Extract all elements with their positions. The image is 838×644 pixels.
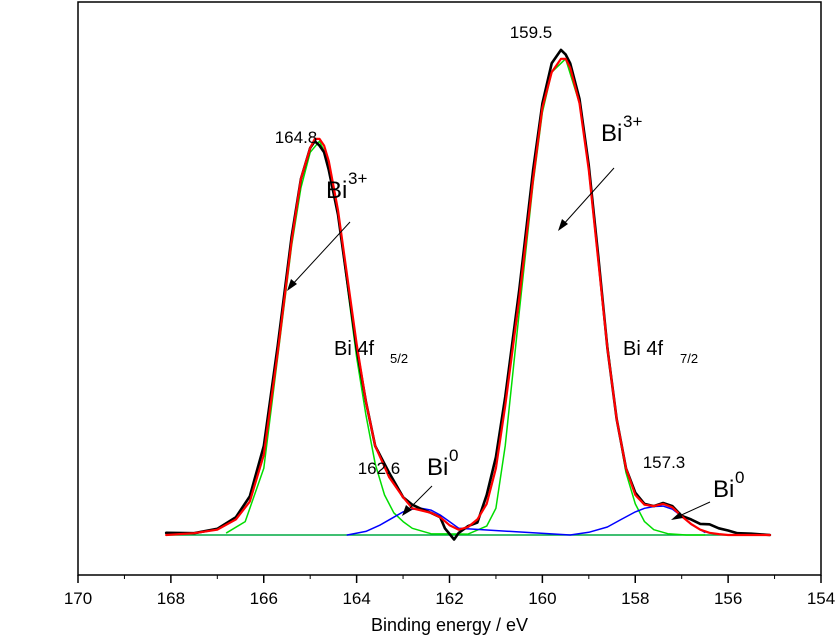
x-axis-ticks: [77, 575, 822, 583]
svg-text:7/2: 7/2: [680, 351, 698, 366]
svg-text:3+: 3+: [348, 169, 367, 188]
series-line-bi0-components: [346, 505, 706, 536]
x-tick-label: 162: [435, 589, 463, 608]
bi3-left-label: Bi 3+: [326, 169, 367, 204]
svg-text:5/2: 5/2: [390, 351, 408, 366]
x-axis-title: Binding energy / eV: [371, 615, 528, 635]
arrow-bi3-right: [558, 167, 615, 231]
peak-label-157-3: 157.3: [643, 453, 686, 472]
bi-4f52-label: Bi 4f 5/2: [334, 338, 408, 366]
arrow-bi3-left: [287, 221, 351, 291]
series-line-envelope: [165, 57, 771, 537]
peak-label-159-5: 159.5: [510, 23, 553, 42]
x-tick-label: 164: [342, 589, 370, 608]
x-tick-label: 158: [621, 589, 649, 608]
svg-text:0: 0: [449, 446, 458, 465]
bi3-right-label: Bi 3+: [601, 112, 642, 147]
peak-label-162-6: 162.6: [358, 459, 401, 478]
bi0-left-label: Bi 0: [427, 446, 458, 481]
x-tick-label: 166: [250, 589, 278, 608]
peak-label-164-8: 164.8: [275, 128, 318, 147]
svg-text:Bi: Bi: [713, 476, 734, 503]
x-tick-label: 156: [714, 589, 742, 608]
plot-frame: [77, 1, 822, 576]
x-tick-label: 160: [528, 589, 556, 608]
x-tick-label: 168: [157, 589, 185, 608]
spectrum-curves: [164, 48, 772, 541]
svg-text:Bi: Bi: [326, 177, 347, 204]
svg-text:Bi 4f: Bi 4f: [623, 338, 663, 360]
svg-text:0: 0: [735, 468, 744, 487]
svg-text:3+: 3+: [623, 112, 642, 131]
svg-text:Bi 4f: Bi 4f: [334, 338, 374, 360]
x-axis-tick-labels: 170 168 166 164 162 160 158 156 154: [64, 589, 835, 608]
arrow-bi0-right: [671, 501, 711, 520]
svg-text:Bi: Bi: [601, 120, 622, 147]
svg-text:Bi: Bi: [427, 454, 448, 481]
bi0-right-label: Bi 0: [713, 468, 744, 503]
bi-4f72-label: Bi 4f 7/2: [623, 338, 698, 366]
arrow-bi0-left: [402, 485, 433, 516]
x-tick-label: 170: [64, 589, 92, 608]
x-tick-label: 154: [807, 589, 835, 608]
